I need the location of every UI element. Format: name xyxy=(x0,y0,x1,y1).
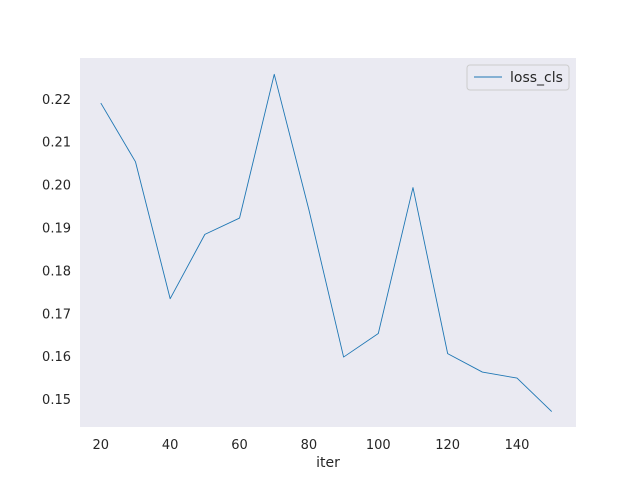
x-tick-label: 140 xyxy=(505,438,530,453)
x-axis-title: iter xyxy=(316,455,340,471)
series-layer xyxy=(100,73,553,412)
x-tick-label: 40 xyxy=(162,438,179,453)
y-tick-label: 0.15 xyxy=(42,393,71,408)
x-tick-label: 100 xyxy=(366,438,391,453)
series-line-loss-cls xyxy=(100,73,553,412)
y-tick-label: 0.16 xyxy=(42,350,71,365)
legend-label-loss-cls: loss_cls xyxy=(510,70,563,86)
legend-box xyxy=(466,64,570,91)
y-tick-label: 0.21 xyxy=(42,136,71,151)
legend: loss_cls xyxy=(466,64,570,91)
y-tick-label: 0.19 xyxy=(42,221,71,236)
x-tick-label: 120 xyxy=(435,438,460,453)
x-tick-label: 80 xyxy=(301,438,318,453)
y-tick-label: 0.22 xyxy=(42,93,71,108)
y-tick-label: 0.17 xyxy=(42,307,71,322)
y-axis-ticks: 0.15 0.16 0.17 0.18 0.19 0.20 0.21 0.22 xyxy=(42,93,71,408)
plot-area xyxy=(80,58,576,427)
y-tick-label: 0.20 xyxy=(42,179,71,194)
x-axis-ticks: 20 40 60 80 100 120 140 xyxy=(93,438,530,453)
x-tick-label: 60 xyxy=(231,438,248,453)
x-tick-label: 20 xyxy=(93,438,110,453)
y-tick-label: 0.18 xyxy=(42,264,71,279)
